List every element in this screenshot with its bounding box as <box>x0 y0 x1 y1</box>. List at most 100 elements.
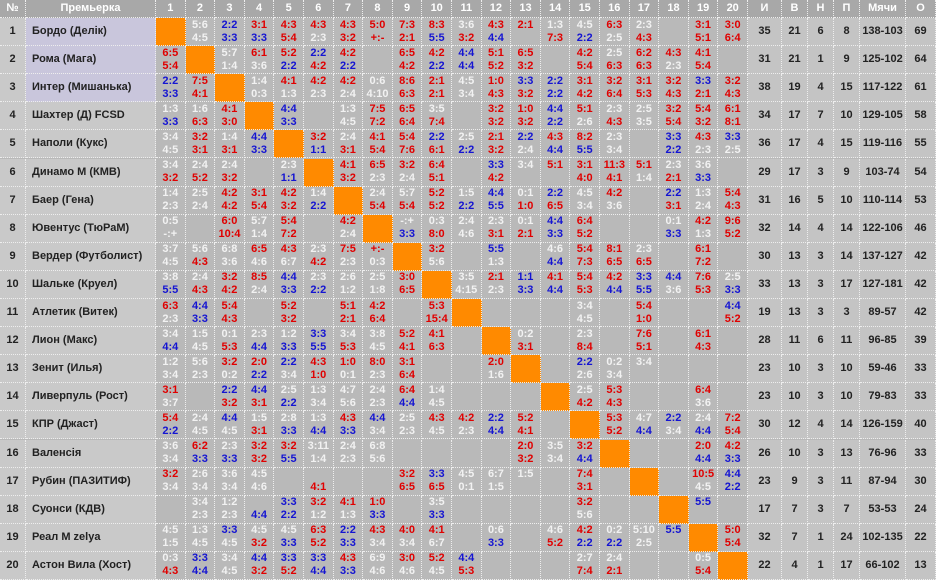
score: 3:1 <box>576 481 593 494</box>
stat-value: 30 <box>748 242 782 271</box>
score: 2:1 <box>517 228 534 241</box>
score: 1:2 <box>221 496 238 509</box>
score: 4:7 <box>339 383 356 396</box>
result-cell: 5:2 4:1 <box>511 411 541 440</box>
score: 3:4 <box>606 143 623 156</box>
stat-value: 4 <box>808 130 834 159</box>
score: 2:2 <box>339 524 356 537</box>
score: 7:4 <box>428 115 445 128</box>
score: 5:4 <box>399 200 416 213</box>
score: 2:2 <box>547 115 564 128</box>
result-cell <box>629 214 660 243</box>
score: 4:3 <box>310 355 327 368</box>
score: 6:5 <box>428 481 445 494</box>
score: 1:4 <box>635 172 652 185</box>
result-cell: 2:5 2:2 <box>274 383 304 412</box>
result-cell: 1:2 2:3 <box>215 495 245 524</box>
team-name: Бордо (Делік) <box>26 18 156 47</box>
result-cell <box>600 299 630 328</box>
score: 5:1 <box>635 340 652 353</box>
score: 2:2 <box>280 396 297 409</box>
self-cell <box>274 130 304 159</box>
score: 2:2 <box>547 87 564 100</box>
score: 5:2 <box>517 411 534 424</box>
score: 6:1 <box>428 143 445 156</box>
score: 2:1 <box>428 74 445 87</box>
stat-value: 13 <box>782 299 808 328</box>
stat-value: 17 <box>782 158 808 187</box>
score: 2:4 <box>458 215 475 228</box>
team-name: Астон Вила (Хост) <box>26 551 156 580</box>
score: 5:7 <box>251 215 268 228</box>
score: 2:3 <box>191 509 208 522</box>
self-cell <box>156 18 186 47</box>
score: 4:2 <box>310 74 327 87</box>
stat-value: 14 <box>834 242 860 271</box>
result-cell: 4:7 5:6 <box>333 383 364 412</box>
score: 3:1 <box>399 355 416 368</box>
stat-value: 32 <box>748 214 782 243</box>
result-cell: 2:6 1:2 <box>333 270 364 299</box>
score: 5:1 <box>428 172 445 185</box>
score: 3:1 <box>517 340 534 353</box>
stat-value: 4 <box>808 214 834 243</box>
score: 5:5 <box>695 496 712 509</box>
score: 5:2 <box>487 59 504 72</box>
score: 0:3 <box>162 552 179 565</box>
score: 2:3 <box>695 143 712 156</box>
score: 6:3 <box>606 18 623 31</box>
stat-value: 3 <box>834 299 860 328</box>
score: 3:2 <box>576 440 593 453</box>
result-cell: 2:4 5:4 <box>363 186 393 215</box>
result-cell: 2:2 3:4 <box>659 411 689 440</box>
stat-value: 21 <box>782 46 808 75</box>
result-cell: 2:1 3:2 <box>481 130 512 159</box>
score: 3:2 <box>310 496 327 509</box>
score: 4:3 <box>280 18 297 31</box>
result-cell: 3:1 3:3 <box>244 18 275 47</box>
score: 1:4 <box>221 130 238 143</box>
score: 4:3 <box>162 565 179 578</box>
score: 4:4 <box>251 552 268 565</box>
score: 4:5 <box>428 565 445 578</box>
result-cell: 3:4 5:3 <box>333 327 364 356</box>
score: 5:10 <box>632 524 655 537</box>
result-cell: 3:2 4:3 <box>718 74 748 103</box>
result-cell: 5:7 1:4 <box>215 46 245 75</box>
score: 4:2 <box>606 187 623 200</box>
result-cell: 5:1 2:6 <box>570 102 600 131</box>
row-number: 17 <box>0 467 26 496</box>
score: 2:2 <box>221 383 238 396</box>
score: 5:4 <box>369 143 386 156</box>
stat-value: 23 <box>748 355 782 384</box>
result-cell: 7:2 5:4 <box>718 411 748 440</box>
score: 1:1 <box>310 143 327 156</box>
result-cell: 2:4 3:1 <box>333 130 364 159</box>
stat-value: 6 <box>808 18 834 47</box>
column-header: 3 <box>215 0 245 18</box>
score: -:+ <box>400 215 414 228</box>
stat-value: 11 <box>834 467 860 496</box>
result-cell: 2:5 3:5 <box>629 102 660 131</box>
result-cell: 2:4 4:3 <box>185 270 216 299</box>
score: 4:3 <box>487 18 504 31</box>
score: 3:3 <box>665 130 682 143</box>
row-number: 18 <box>0 495 26 524</box>
score: 4:5 <box>191 424 208 437</box>
score: 4:2 <box>576 524 593 537</box>
result-cell <box>688 355 719 384</box>
stat-value: 10 <box>834 355 860 384</box>
result-cell: 0:5 -:+ <box>156 214 186 243</box>
score: 4:3 <box>339 18 356 31</box>
result-cell: 1:3 4:5 <box>185 523 216 552</box>
score: 4:3 <box>339 411 356 424</box>
result-cell: 6:1 7:2 <box>688 242 719 271</box>
stat-value: 15 <box>834 74 860 103</box>
stat-value: 4 <box>808 411 834 440</box>
stat-value: 3 <box>808 158 834 187</box>
result-cell: 6:8 3:6 <box>215 242 245 271</box>
result-cell: 1:5 <box>511 467 541 496</box>
column-header: 7 <box>333 0 364 18</box>
column-header: 13 <box>511 0 541 18</box>
result-cell: 6:2 3:3 <box>185 439 216 468</box>
